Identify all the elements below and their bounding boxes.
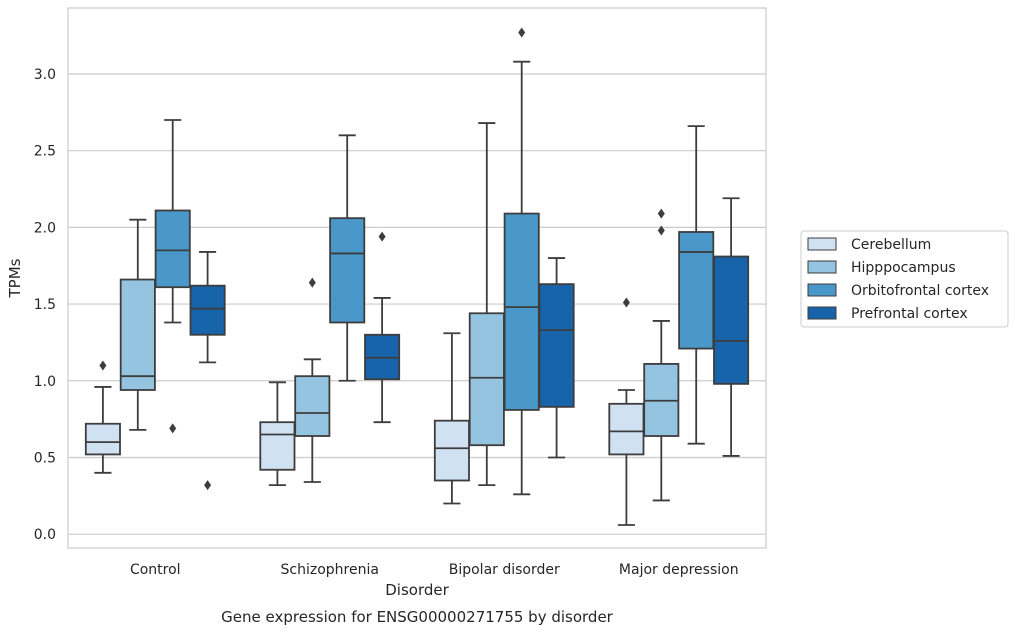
legend-swatch	[807, 306, 837, 320]
outlier-point	[518, 27, 526, 38]
y-tick-label: 2.5	[34, 144, 56, 160]
box-body	[119, 278, 156, 391]
x-tick-label: Control	[130, 562, 181, 578]
y-tick-label: 3.0	[34, 67, 56, 83]
boxes	[84, 27, 750, 526]
x-axis-label: Disorder	[385, 581, 449, 599]
box-body	[468, 312, 505, 447]
chart-caption: Gene expression for ENSG00000271755 by d…	[221, 608, 614, 626]
y-tick-label: 0.0	[34, 527, 56, 543]
y-tick-label: 0.5	[34, 450, 56, 466]
box-body	[608, 402, 645, 456]
legend-label: Orbitofrontal cortex	[851, 283, 989, 299]
box-body	[678, 231, 715, 350]
box-3-2	[538, 257, 575, 459]
legend-swatch	[807, 237, 837, 251]
box-body	[538, 283, 575, 408]
box-body	[154, 209, 191, 289]
legend-frame	[800, 230, 1009, 328]
legend-label: Cerebellum	[851, 237, 931, 253]
box-body	[84, 422, 121, 456]
legend: Cerebellum Hipppocampus Orbitofrontal cort…	[800, 230, 1009, 328]
box-body	[329, 217, 366, 324]
box-body	[294, 375, 331, 437]
legend-label: Hipppocampus	[851, 260, 956, 276]
box-body	[503, 212, 540, 411]
legend-label: Prefrontal cortex	[851, 306, 968, 322]
box-2-2	[503, 27, 540, 496]
box-1-0	[119, 218, 156, 431]
box-0-0	[84, 360, 121, 474]
y-tick-label: 1.0	[34, 374, 56, 390]
box-2-1	[329, 134, 366, 382]
box-body	[259, 421, 296, 471]
outlier-point	[204, 480, 212, 491]
box-3-1	[364, 231, 401, 424]
box-body	[433, 419, 470, 482]
box-3-3	[713, 197, 750, 457]
box-2-0	[154, 119, 191, 434]
x-tick-label: Bipolar disorder	[449, 562, 560, 578]
box-3-0	[189, 251, 226, 491]
y-axis-ticks: 0.0 0.5 1.0 1.5 2.0 2.5 3.0	[34, 67, 56, 543]
outlier-point	[378, 231, 386, 242]
outlier-point	[99, 360, 107, 371]
x-tick-label: Schizophrenia	[281, 562, 379, 578]
outlier-point	[169, 423, 177, 434]
box-body	[713, 255, 750, 385]
box-1-2	[468, 122, 505, 487]
box-0-2	[433, 332, 470, 505]
x-axis-ticks: Control Schizophrenia Bipolar disorder Majo…	[130, 562, 739, 578]
box-1-3	[643, 208, 680, 502]
box-body	[189, 284, 226, 336]
box-2-3	[678, 125, 715, 445]
outlier-point	[308, 277, 316, 288]
legend-swatch	[807, 260, 837, 274]
y-axis-label: TPMs	[6, 258, 24, 298]
outlier-point	[622, 297, 630, 308]
legend-swatch	[807, 283, 837, 297]
box-0-3	[608, 297, 645, 526]
box-1-1	[294, 277, 331, 483]
y-tick-label: 1.5	[34, 297, 56, 313]
plot-frame	[67, 7, 767, 549]
outlier-point	[657, 225, 665, 236]
outlier-point	[657, 208, 665, 219]
y-tick-label: 2.0	[34, 220, 56, 236]
x-tick-label: Major depression	[619, 562, 739, 578]
box-0-1	[259, 381, 296, 487]
